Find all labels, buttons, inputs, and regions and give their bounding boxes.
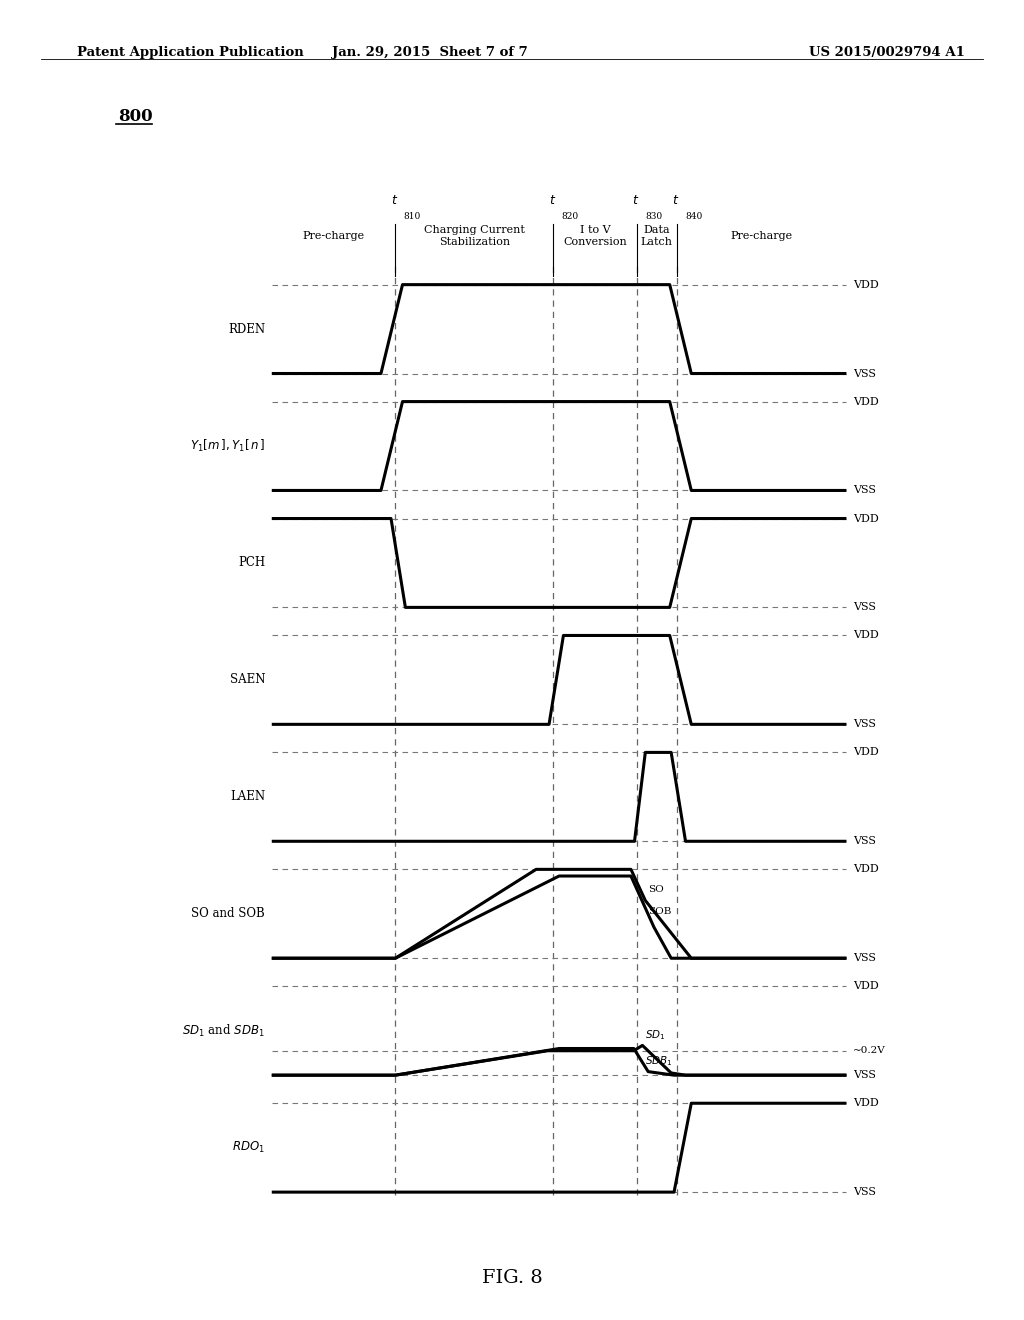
Text: Pre-charge: Pre-charge	[730, 231, 793, 242]
Text: VDD: VDD	[853, 280, 879, 289]
Text: Data
Latch: Data Latch	[641, 226, 673, 247]
Text: RDEN: RDEN	[228, 322, 265, 335]
Text: SO and SOB: SO and SOB	[191, 907, 265, 920]
Text: SOB: SOB	[648, 907, 672, 916]
Text: PCH: PCH	[238, 557, 265, 569]
Text: VDD: VDD	[853, 981, 879, 991]
Text: $RDO_1$: $RDO_1$	[232, 1140, 265, 1155]
Text: Patent Application Publication: Patent Application Publication	[77, 46, 303, 59]
Text: Pre-charge: Pre-charge	[302, 231, 365, 242]
Text: $t$: $t$	[549, 194, 556, 207]
Text: VSS: VSS	[853, 837, 877, 846]
Text: VSS: VSS	[853, 1187, 877, 1197]
Text: VDD: VDD	[853, 1098, 879, 1109]
Text: VDD: VDD	[853, 396, 879, 407]
Text: VSS: VSS	[853, 486, 877, 495]
Text: 810: 810	[403, 213, 421, 220]
Text: SAEN: SAEN	[229, 673, 265, 686]
Text: $t$: $t$	[632, 194, 639, 207]
Text: VSS: VSS	[853, 719, 877, 730]
Text: VDD: VDD	[853, 865, 879, 874]
Text: US 2015/0029794 A1: US 2015/0029794 A1	[809, 46, 965, 59]
Text: VDD: VDD	[853, 513, 879, 524]
Text: Jan. 29, 2015  Sheet 7 of 7: Jan. 29, 2015 Sheet 7 of 7	[332, 46, 528, 59]
Text: $SDB_1$: $SDB_1$	[645, 1055, 673, 1068]
Text: VSS: VSS	[853, 602, 877, 612]
Text: 840: 840	[685, 213, 702, 220]
Text: 830: 830	[645, 213, 663, 220]
Text: ~0.2V: ~0.2V	[853, 1047, 886, 1055]
Text: $SD_1$ and $SDB_1$: $SD_1$ and $SDB_1$	[182, 1023, 265, 1039]
Text: $t$: $t$	[672, 194, 680, 207]
Text: Charging Current
Stabilization: Charging Current Stabilization	[424, 226, 524, 247]
Text: 820: 820	[562, 213, 579, 220]
Text: LAEN: LAEN	[230, 791, 265, 804]
Text: VDD: VDD	[853, 631, 879, 640]
Text: VSS: VSS	[853, 368, 877, 379]
Text: VSS: VSS	[853, 953, 877, 964]
Text: VDD: VDD	[853, 747, 879, 758]
Text: VSS: VSS	[853, 1071, 877, 1080]
Text: $t$: $t$	[390, 194, 398, 207]
Text: $SD_1$: $SD_1$	[645, 1028, 666, 1041]
Text: FIG. 8: FIG. 8	[481, 1269, 543, 1287]
Text: 800: 800	[118, 108, 153, 125]
Text: SO: SO	[648, 884, 664, 894]
Text: $Y_1[m\,],Y_1[\,n\,]$: $Y_1[m\,],Y_1[\,n\,]$	[189, 438, 265, 454]
Text: I to V
Conversion: I to V Conversion	[563, 226, 627, 247]
